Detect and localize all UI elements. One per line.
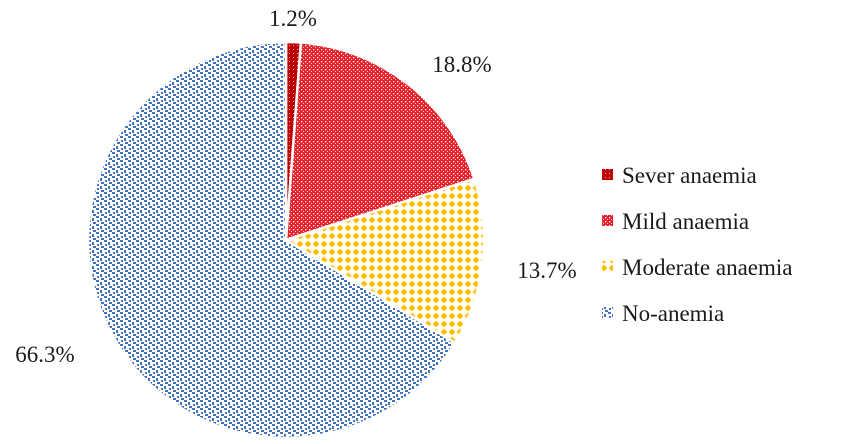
legend-item: Moderate anaemia [602,255,793,280]
legend-label: Sever anaemia [622,163,757,188]
legend-item: No-anemia [602,301,724,326]
legend: Sever anaemia Mild anaemia Moderate anaemi… [602,163,793,326]
data-label: 66.3% [15,342,74,367]
legend-swatch [602,307,613,318]
pie-slice-mild-anaemia [284,41,476,242]
legend-item: Mild anaemia [602,209,749,234]
percentage-labels: 1.2% 18.8% 13.7% 66.3% [15,6,576,367]
legend-swatch [602,261,613,272]
pie-slice-no-anemia [86,40,457,440]
legend-label: No-anemia [622,301,724,326]
pie-slice-moderate-anaemia [284,177,486,345]
data-label: 18.8% [432,52,491,77]
legend-item: Sever anaemia [602,163,757,188]
data-label: 1.2% [269,6,317,31]
data-label: 13.7% [517,258,576,283]
legend-swatch [602,215,613,226]
legend-label: Mild anaemia [622,209,749,234]
legend-swatch [602,169,613,180]
legend-label: Moderate anaemia [622,255,793,280]
pie-slices [86,40,486,440]
